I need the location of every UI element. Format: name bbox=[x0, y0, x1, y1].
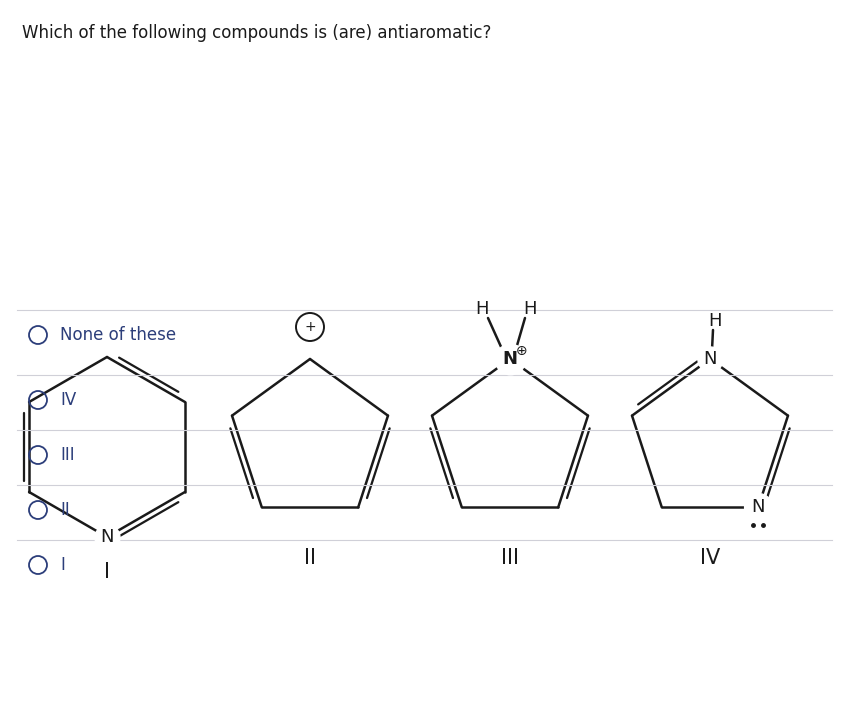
Text: I: I bbox=[104, 562, 110, 582]
Text: N: N bbox=[503, 350, 518, 368]
Text: N: N bbox=[751, 498, 765, 516]
Text: I: I bbox=[60, 556, 65, 574]
Text: II: II bbox=[60, 501, 70, 519]
Text: N: N bbox=[100, 528, 114, 546]
Text: Which of the following compounds is (are) antiaromatic?: Which of the following compounds is (are… bbox=[22, 24, 492, 42]
Text: H: H bbox=[708, 312, 722, 330]
Text: H: H bbox=[523, 300, 537, 318]
Text: III: III bbox=[501, 548, 519, 568]
Text: II: II bbox=[304, 548, 316, 568]
Text: +: + bbox=[304, 320, 316, 334]
Text: IV: IV bbox=[700, 548, 720, 568]
Text: III: III bbox=[60, 446, 75, 464]
Text: N: N bbox=[703, 350, 717, 368]
Text: None of these: None of these bbox=[60, 326, 176, 344]
Text: IV: IV bbox=[60, 391, 76, 409]
Text: ⊕: ⊕ bbox=[516, 344, 528, 358]
Text: H: H bbox=[475, 300, 489, 318]
